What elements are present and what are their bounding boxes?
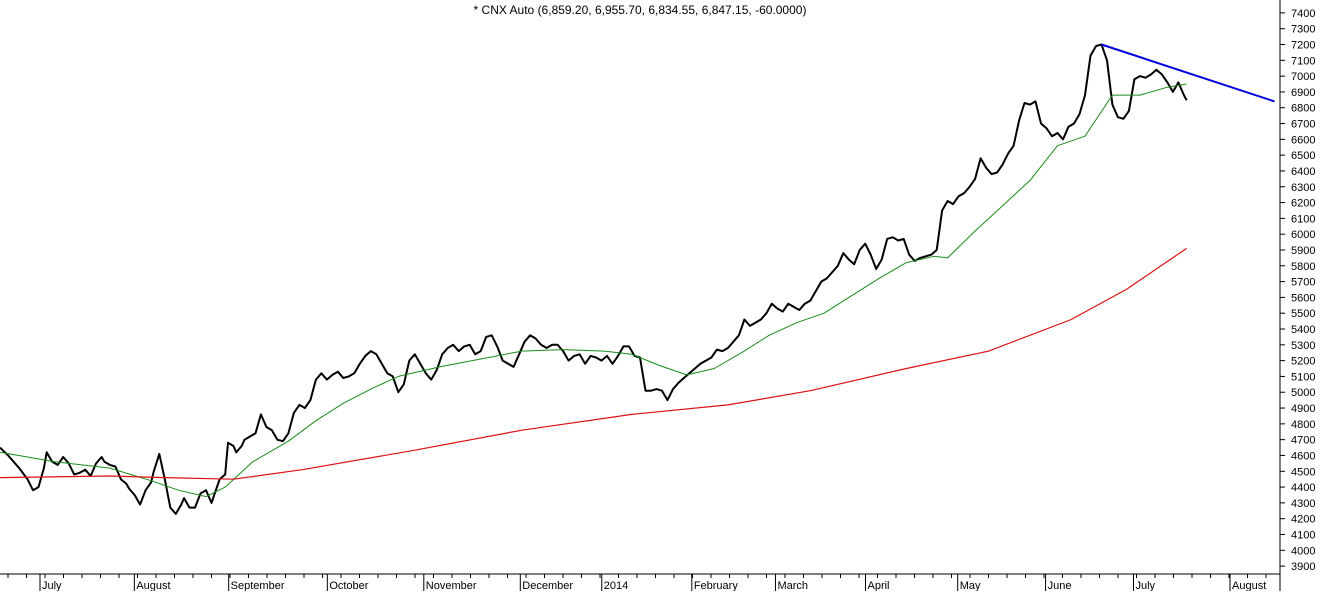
x-tick-label: May — [960, 580, 981, 591]
y-tick-label: 4700 — [1291, 435, 1315, 447]
series-line-4 — [1101, 43, 1275, 103]
y-tick-label: 5000 — [1291, 387, 1315, 399]
y-tick-label: 6200 — [1291, 198, 1315, 210]
series-layer — [0, 43, 1275, 515]
x-tick-label: February — [694, 580, 739, 591]
y-tick-label: 7000 — [1291, 71, 1315, 83]
series-line-2 — [0, 83, 1187, 498]
y-tick-label: 3900 — [1291, 561, 1315, 573]
y-tick-label: 7300 — [1291, 24, 1315, 36]
y-tick-label: 6600 — [1291, 134, 1315, 146]
y-tick-label: 5500 — [1291, 308, 1315, 320]
y-tick-label: 5400 — [1291, 324, 1315, 336]
x-tick-label: November — [426, 580, 477, 591]
x-tick-label: October — [329, 580, 368, 591]
x-tick-label: August — [136, 580, 170, 591]
y-tick-label: 4100 — [1291, 529, 1315, 541]
y-tick-label: 5800 — [1291, 261, 1315, 273]
y-axis: 3900 4000 4100 4200 4300 4400 4500 4600 4700 4800… — [1280, 8, 1315, 573]
series-line-3 — [0, 247, 1187, 480]
y-tick-label: 6300 — [1291, 182, 1315, 194]
x-tick-label: June — [1048, 580, 1072, 591]
y-tick-label: 7200 — [1291, 40, 1315, 52]
y-tick-label: 4800 — [1291, 419, 1315, 431]
y-tick-label: 4400 — [1291, 482, 1315, 494]
y-tick-label: 6400 — [1291, 166, 1315, 178]
y-tick-label: 6900 — [1291, 87, 1315, 99]
x-axis: July August September October November Decemb… — [7, 574, 1267, 592]
y-tick-label: 4600 — [1291, 450, 1315, 462]
y-tick-label: 7400 — [1291, 8, 1315, 20]
y-tick-label: 4500 — [1291, 466, 1315, 478]
y-tick-label: 5200 — [1291, 356, 1315, 368]
chart-title: * CNX Auto (6,859.20, 6,955.70, 6,834.55… — [473, 3, 807, 17]
y-tick-label: 6500 — [1291, 150, 1315, 162]
y-tick-label: 4000 — [1291, 545, 1315, 557]
y-tick-label: 6700 — [1291, 119, 1315, 131]
y-tick-label: 5100 — [1291, 371, 1315, 383]
plot-frame — [0, 0, 1281, 591]
x-tick-label: December — [522, 580, 573, 591]
y-tick-label: 4300 — [1291, 498, 1315, 510]
series-line-1 — [0, 43, 1188, 515]
x-tick-label: March — [777, 580, 808, 591]
y-tick-label: 4900 — [1291, 403, 1315, 415]
x-tick-label: September — [231, 580, 285, 591]
y-tick-label: 6100 — [1291, 213, 1315, 225]
y-tick-label: 4200 — [1291, 514, 1315, 526]
y-tick-label: 6800 — [1291, 103, 1315, 115]
x-tick-label: August — [1232, 580, 1266, 591]
y-tick-label: 5300 — [1291, 340, 1315, 352]
y-tick-label: 6000 — [1291, 229, 1315, 241]
y-tick-label: 5700 — [1291, 277, 1315, 289]
y-tick-label: 7100 — [1291, 55, 1315, 67]
x-tick-label: April — [867, 580, 889, 591]
y-tick-label: 5600 — [1291, 292, 1315, 304]
x-tick-label: July — [1136, 580, 1156, 591]
y-tick-label: 5900 — [1291, 245, 1315, 257]
x-tick-label: July — [42, 580, 62, 591]
x-tick-label: 2014 — [604, 580, 628, 591]
